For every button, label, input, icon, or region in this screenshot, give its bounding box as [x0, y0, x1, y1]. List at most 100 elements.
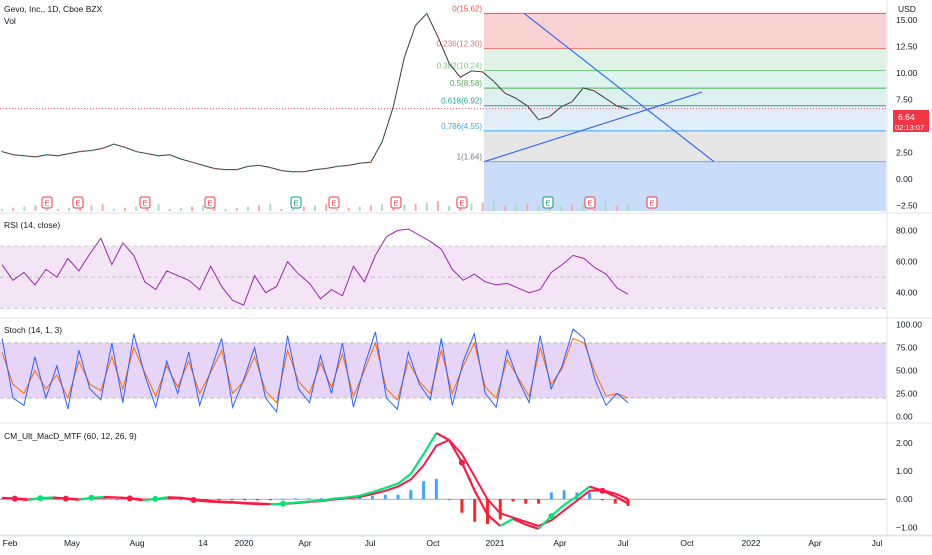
- macd-histogram-bar: [422, 481, 425, 499]
- macd-cross-dot: [127, 495, 133, 501]
- macd-histogram-bar: [282, 499, 285, 500]
- price-point: [314, 169, 316, 171]
- volume-bar: [403, 205, 405, 211]
- volume-bar: [482, 202, 484, 211]
- price-point: [336, 166, 338, 168]
- price-point: [180, 158, 182, 160]
- event-marker-label: E: [459, 199, 464, 208]
- macd-line-segment: [245, 503, 258, 504]
- price-point: [594, 90, 596, 92]
- macd-histogram-bar: [371, 496, 374, 499]
- macd-histogram-bar: [550, 492, 553, 499]
- price-point: [169, 154, 171, 156]
- volume-bar: [102, 204, 104, 211]
- macd-cross-dot: [63, 496, 69, 502]
- macd-histogram-bar: [460, 499, 463, 513]
- time-axis-label: 2020: [235, 538, 254, 548]
- vol-label: Vol: [4, 16, 16, 26]
- volume-bar: [616, 206, 618, 211]
- event-marker-label: E: [393, 199, 398, 208]
- price-point: [35, 156, 37, 158]
- time-axis-label: Apr: [808, 538, 821, 548]
- macd-histogram-bar: [512, 499, 515, 501]
- price-point: [281, 170, 283, 172]
- price-point: [504, 92, 506, 94]
- volume-bar: [12, 208, 14, 211]
- volume-bar: [471, 204, 473, 211]
- price-point: [146, 153, 148, 155]
- macd-title: CM_Ult_MacD_MTF (60, 12, 26, 9): [4, 431, 137, 441]
- price-point: [582, 87, 584, 89]
- event-marker-label: E: [207, 199, 212, 208]
- macd-histogram-bar: [256, 499, 259, 500]
- macd-histogram-bar: [320, 498, 323, 499]
- time-axis-label: Oct: [426, 538, 440, 548]
- rsi-axis-tick: 60.00: [896, 257, 918, 267]
- macd-histogram-bar: [614, 499, 617, 504]
- fib-label: 1(1.64): [457, 153, 483, 162]
- price-axis-tick: 15.00: [896, 15, 918, 25]
- fib-zone: [484, 88, 886, 106]
- price-point: [91, 150, 93, 152]
- price-point: [348, 164, 350, 166]
- macd-histogram-bar: [269, 499, 272, 500]
- price-point: [135, 151, 137, 153]
- fib-zone: [484, 13, 886, 48]
- event-marker-label: E: [142, 199, 147, 208]
- volume-bar: [538, 205, 540, 211]
- price-axis-tick: 12.50: [896, 41, 918, 51]
- price-point: [191, 161, 193, 163]
- fib-zone: [484, 49, 886, 71]
- macd-line-segment: [168, 497, 181, 498]
- volume-bar: [1, 209, 3, 211]
- volume-bar: [325, 204, 327, 211]
- price-point: [437, 36, 439, 38]
- macd-cross-dot: [191, 497, 197, 503]
- price-point: [23, 155, 25, 157]
- macd-line-segment: [104, 497, 117, 498]
- volume-bar: [236, 208, 238, 211]
- price-point: [538, 119, 540, 121]
- volume-bar: [169, 209, 171, 211]
- macd-cross-dot: [12, 496, 18, 502]
- price-point: [526, 105, 528, 107]
- macd-line-segment: [232, 503, 245, 504]
- macd-line-segment: [487, 515, 500, 526]
- currency-label: USD: [898, 4, 916, 14]
- price-point: [303, 171, 305, 173]
- fib-zone: [484, 70, 886, 88]
- macd-histogram-bar: [307, 498, 310, 499]
- event-marker-label: E: [331, 199, 336, 208]
- volume-bar: [493, 201, 495, 211]
- stoch-axis-tick: 75.00: [896, 343, 918, 353]
- macd-axis-tick: −1.00: [896, 522, 918, 532]
- macd-histogram-bar: [294, 498, 297, 499]
- time-axis-label: Jul: [618, 538, 629, 548]
- price-point: [124, 146, 126, 148]
- fib-label: 0.618(6.92): [441, 97, 482, 106]
- price-point: [225, 169, 227, 171]
- macd-line-segment: [334, 498, 347, 499]
- price-point: [202, 164, 204, 166]
- stoch-axis-tick: 25.00: [896, 388, 918, 398]
- volume-bar: [113, 209, 115, 211]
- macd-cross-dot: [599, 488, 605, 494]
- macd-histogram-bar: [435, 479, 438, 499]
- stoch-axis-tick: 50.00: [896, 366, 918, 376]
- macd-cross-dot: [459, 460, 465, 466]
- volume-bar: [90, 205, 92, 211]
- macd-histogram-bar: [384, 495, 387, 500]
- volume-bar: [135, 207, 137, 211]
- price-point: [448, 63, 450, 65]
- time-axis-label: 2022: [742, 538, 761, 548]
- volume-bar: [247, 207, 249, 211]
- price-point: [258, 164, 260, 166]
- time-axis-label: Feb: [3, 538, 18, 548]
- macd-signal-line: [2, 440, 628, 526]
- macd-line-segment: [500, 519, 513, 526]
- macd-cross-dot: [152, 496, 158, 502]
- price-point: [247, 166, 249, 168]
- macd-histogram-bar: [601, 499, 604, 500]
- time-axis-label: Jul: [872, 538, 883, 548]
